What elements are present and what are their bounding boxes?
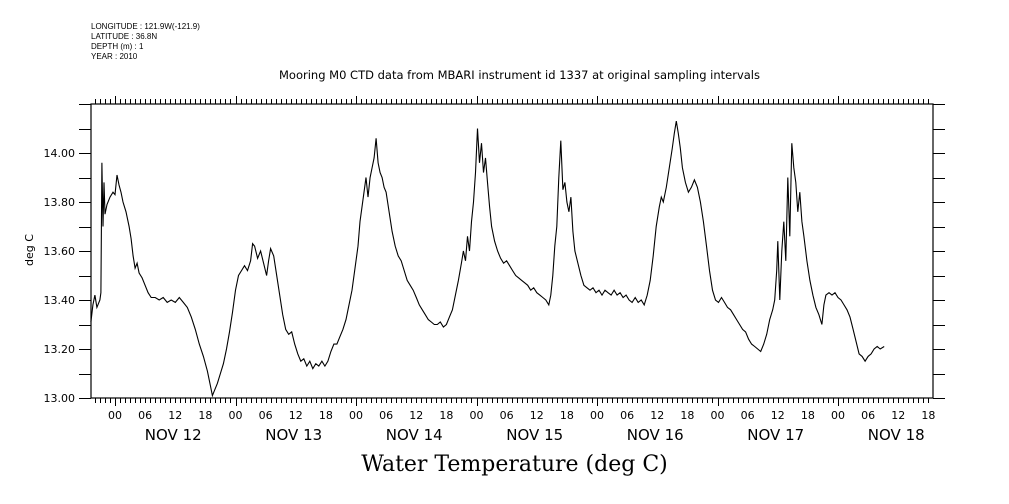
y-tick-label: 14.00 xyxy=(44,147,76,160)
x-tick-label: 18 xyxy=(680,409,694,422)
x-tick-label: 18 xyxy=(319,409,333,422)
axes xyxy=(90,103,934,399)
x-tick-label: 06 xyxy=(741,409,755,422)
x-tick-label: 00 xyxy=(711,409,725,422)
latitude-label: LATITUDE : 36.8N xyxy=(91,32,158,41)
chart-title: Mooring M0 CTD data from MBARI instrumen… xyxy=(279,68,760,82)
tick-labels: 13.00 13.20 13.40 13.60 13.80 14.00 00 06 12 18 00… xyxy=(44,147,936,444)
x-tick-label: 12 xyxy=(289,409,303,422)
day-label: NOV 17 xyxy=(747,426,804,444)
x-tick-label: 12 xyxy=(409,409,423,422)
longitude-label: LONGITUDE : 121.9W(-121.9) xyxy=(91,22,200,31)
x-tick-label: 12 xyxy=(771,409,785,422)
day-label: NOV 16 xyxy=(627,426,684,444)
x-tick-label: 06 xyxy=(259,409,273,422)
y-tick-label: 13.60 xyxy=(44,245,76,258)
series xyxy=(90,121,885,398)
x-tick-label: 00 xyxy=(229,409,243,422)
x-tick-label: 00 xyxy=(108,409,122,422)
x-tick-label: 00 xyxy=(470,409,484,422)
depth-label: DEPTH (m) : 1 xyxy=(91,42,144,51)
x-tick-label: 12 xyxy=(168,409,182,422)
x-tick-label: 06 xyxy=(138,409,152,422)
x-tick-label: 06 xyxy=(379,409,393,422)
x-tick-label: 18 xyxy=(560,409,574,422)
x-tick-label: 00 xyxy=(831,409,845,422)
ticks xyxy=(79,96,945,406)
plot-frame xyxy=(90,103,934,399)
y-axis-label: deg C xyxy=(23,234,36,266)
x-tick-label: 00 xyxy=(349,409,363,422)
day-label: NOV 18 xyxy=(868,426,925,444)
x-tick-label: 18 xyxy=(198,409,212,422)
x-tick-label: 12 xyxy=(530,409,544,422)
temperature-line xyxy=(90,121,885,398)
day-label: NOV 13 xyxy=(265,426,322,444)
y-tick-label: 13.40 xyxy=(44,294,76,307)
day-label: NOV 12 xyxy=(145,426,202,444)
day-label: NOV 14 xyxy=(386,426,443,444)
y-tick-label: 13.20 xyxy=(44,343,76,356)
x-tick-label: 06 xyxy=(500,409,514,422)
y-tick-label: 13.80 xyxy=(44,196,76,209)
metadata-block: LONGITUDE : 121.9W(-121.9) LATITUDE : 36… xyxy=(91,22,200,62)
y-tick-label: 13.00 xyxy=(44,392,76,405)
x-tick-label: 18 xyxy=(801,409,815,422)
year-label: YEAR : 2010 xyxy=(91,52,138,61)
x-tick-label: 06 xyxy=(861,409,875,422)
x-tick-label: 12 xyxy=(650,409,664,422)
day-label: NOV 15 xyxy=(506,426,563,444)
x-tick-label: 12 xyxy=(891,409,905,422)
x-tick-label: 18 xyxy=(439,409,453,422)
x-tick-label: 00 xyxy=(590,409,604,422)
x-tick-label: 18 xyxy=(921,409,935,422)
x-tick-label: 06 xyxy=(620,409,634,422)
bottom-title: Water Temperature (deg C) xyxy=(361,452,668,477)
